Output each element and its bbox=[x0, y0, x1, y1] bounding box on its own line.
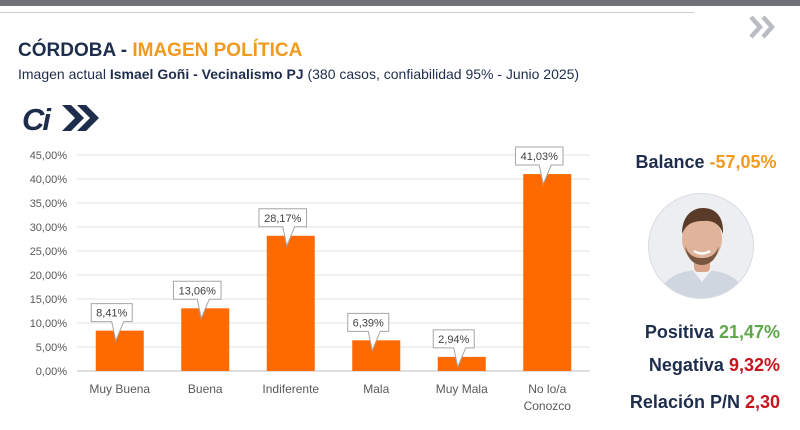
y-tick-label: 20,00% bbox=[30, 270, 68, 282]
ratio-value: 2,30 bbox=[744, 392, 780, 412]
logo-chevron-2 bbox=[77, 105, 99, 131]
positive-value: 21,47% bbox=[718, 322, 780, 342]
double-chevron-icon bbox=[749, 15, 776, 39]
data-label-callout bbox=[172, 280, 222, 320]
x-tick-label: Mala bbox=[363, 382, 389, 396]
person-icon bbox=[649, 194, 753, 298]
candidate-photo bbox=[648, 193, 754, 299]
balance-metric: Balance -57,05% bbox=[616, 152, 796, 173]
y-tick-label: 15,00% bbox=[30, 294, 68, 306]
y-tick-label: 45,00% bbox=[30, 150, 68, 162]
ci-logo: Ci bbox=[22, 102, 99, 136]
data-label: 6,39% bbox=[353, 317, 384, 329]
subtitle-candidate: Ismael Goñi - Vecinalismo PJ bbox=[109, 66, 304, 82]
x-tick-label: Muy Buena bbox=[89, 382, 150, 396]
page-title: CÓRDOBA - IMAGEN POLÍTICA bbox=[18, 40, 302, 62]
x-tick-label: No lo/a Conozco bbox=[524, 382, 572, 413]
page-subtitle: Imagen actual Ismael Goñi - Vecinalismo … bbox=[18, 66, 579, 82]
x-tick-label: Buena bbox=[188, 382, 223, 396]
y-tick-label: 10,00% bbox=[30, 318, 68, 330]
data-label: 2,94% bbox=[438, 334, 469, 346]
data-label: 8,41% bbox=[96, 308, 127, 320]
data-label: 28,17% bbox=[264, 213, 302, 225]
data-label: 41,03% bbox=[521, 151, 559, 163]
data-label-callout bbox=[432, 329, 475, 369]
logo-text: Ci bbox=[22, 102, 52, 136]
y-tick-label: 25,00% bbox=[30, 246, 68, 258]
ratio-label: Relación P/N bbox=[629, 392, 745, 412]
negative-label: Negativa bbox=[648, 355, 729, 375]
negative-metric: Negativa 9,32% bbox=[649, 355, 780, 376]
subtitle-prefix: Imagen actual bbox=[18, 66, 110, 82]
y-tick-label: 35,00% bbox=[30, 198, 68, 210]
bar bbox=[437, 356, 486, 371]
bar bbox=[523, 174, 572, 371]
y-tick-label: 0,00% bbox=[36, 366, 67, 378]
negative-value: 9,32% bbox=[728, 355, 780, 375]
data-label-callout bbox=[514, 146, 564, 186]
title-main: CÓRDOBA - bbox=[18, 40, 133, 61]
balance-label: Balance bbox=[635, 152, 710, 172]
x-tick-label: Muy Mala bbox=[436, 382, 488, 396]
top-bar bbox=[0, 0, 800, 6]
bar bbox=[181, 308, 230, 371]
y-tick-label: 5,00% bbox=[36, 342, 67, 354]
ratio-metric: Relación P/N 2,30 bbox=[630, 392, 780, 413]
y-tick-label: 30,00% bbox=[30, 222, 68, 234]
positive-label: Positiva bbox=[644, 322, 719, 342]
data-label-callout bbox=[258, 208, 308, 248]
data-label: 13,06% bbox=[179, 285, 217, 297]
bar bbox=[95, 330, 144, 371]
subtitle-suffix: (380 casos, confiabilidad 95% - Junio 20… bbox=[303, 66, 580, 82]
bar-chart: 0,00% 5,00% 10,00% 15,00% 20,00% 25,00% 30,00%… bbox=[30, 146, 590, 413]
logo-chevron-1 bbox=[62, 105, 84, 131]
data-label-callout bbox=[90, 303, 133, 343]
title-accent: IMAGEN POLÍTICA bbox=[132, 40, 303, 61]
positive-metric: Positiva 21,47% bbox=[645, 322, 780, 343]
bar bbox=[266, 235, 315, 371]
bar bbox=[352, 340, 401, 371]
data-label-callout bbox=[347, 312, 390, 352]
top-rule bbox=[0, 12, 694, 13]
y-tick-label: 40,00% bbox=[30, 174, 68, 186]
balance-value: -57,05% bbox=[709, 152, 777, 172]
x-tick-label: Indiferente bbox=[262, 382, 319, 396]
